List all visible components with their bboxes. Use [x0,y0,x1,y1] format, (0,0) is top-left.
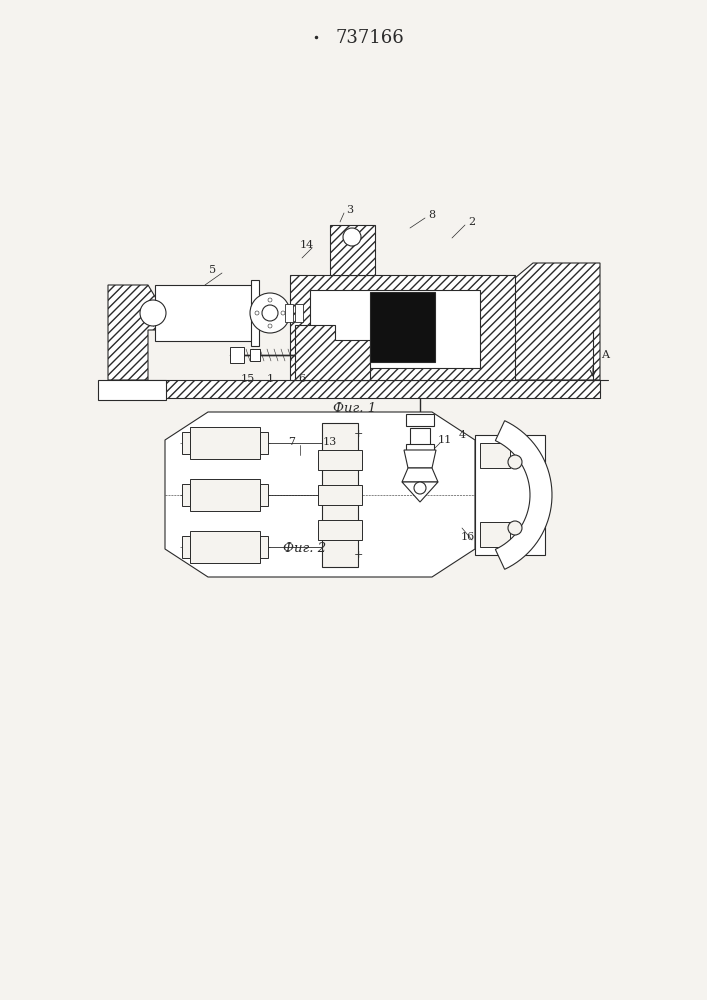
Text: 13: 13 [323,437,337,447]
Bar [260,432,268,454]
Polygon shape [165,412,475,577]
Text: +: + [354,429,363,439]
Bar [250,349,260,361]
Bar [190,531,260,563]
Bar [480,522,510,547]
Bar [98,380,166,400]
Text: 15: 15 [241,374,255,384]
Text: 7: 7 [288,437,296,447]
Bar [370,292,435,362]
Text: Фиг. 1: Фиг. 1 [334,401,377,414]
Bar [480,443,510,468]
Circle shape [268,298,272,302]
Bar [285,304,293,322]
Text: 2: 2 [544,490,551,500]
Bar [182,432,190,454]
Bar [190,479,260,511]
Bar [251,280,259,346]
Text: 737166: 737166 [336,29,404,47]
Bar [155,285,255,341]
Bar [322,423,358,567]
Text: 14: 14 [300,240,314,250]
Text: 9: 9 [496,541,503,551]
Text: 11: 11 [438,435,452,445]
Text: 5: 5 [209,265,216,275]
Bar [182,536,190,558]
Text: 6: 6 [298,374,305,384]
Text: 1: 1 [267,374,274,384]
Circle shape [508,521,522,535]
Text: +: + [187,550,197,560]
Text: A: A [601,350,609,360]
Bar [295,304,303,322]
Bar [108,380,600,398]
Bar [230,347,244,363]
Circle shape [343,228,361,246]
Text: +: + [354,550,363,560]
Polygon shape [404,450,436,468]
Circle shape [268,324,272,328]
Bar [410,428,430,446]
Text: 8: 8 [428,210,436,220]
Bar [190,427,260,459]
Text: 2: 2 [469,217,476,227]
Bar [310,290,480,368]
Bar [182,484,190,506]
Bar [318,520,362,540]
Polygon shape [402,468,438,482]
Text: 4: 4 [458,430,466,440]
Bar [475,435,545,555]
Circle shape [414,482,426,494]
Bar [406,444,434,450]
Circle shape [262,305,278,321]
Bar [406,414,434,426]
Circle shape [281,311,285,315]
Circle shape [140,300,166,326]
Circle shape [255,311,259,315]
Polygon shape [108,285,160,380]
Bar [260,536,268,558]
Circle shape [508,455,522,469]
Polygon shape [402,482,438,502]
Polygon shape [496,421,552,569]
Bar [318,450,362,470]
Text: +: + [187,429,197,439]
Bar [318,485,362,505]
Bar [290,275,515,380]
Polygon shape [515,263,600,380]
Circle shape [250,293,290,333]
Text: Фиг. 2: Фиг. 2 [284,542,327,554]
Text: 12: 12 [181,437,195,447]
Polygon shape [295,325,370,380]
Text: 3: 3 [346,205,354,215]
Bar [330,225,375,275]
Bar [260,484,268,506]
Text: 16: 16 [461,532,475,542]
